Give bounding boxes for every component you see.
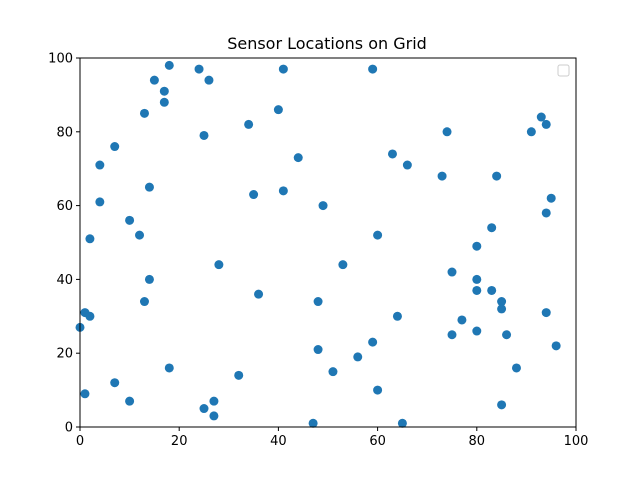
chart-title: Sensor Locations on Grid [227,34,427,53]
data-point [541,119,551,129]
data-point [199,130,209,140]
data-point [328,367,338,377]
data-point [293,153,303,163]
y-axis: 0 20 40 60 80 100 [48,52,80,436]
data-point [204,75,214,85]
data-point [209,411,219,421]
data-point [278,64,288,74]
data-point [437,171,447,181]
data-point [472,326,482,336]
data-point [402,160,412,170]
data-point [373,385,383,395]
data-point [368,337,378,347]
data-point [214,260,224,270]
data-point [149,75,159,85]
data-point [472,274,482,284]
data-point [244,119,254,129]
data-point [353,352,363,362]
data-point [110,378,120,388]
points-layer [75,60,561,428]
data-point [392,311,402,321]
data-point [110,142,120,152]
data-point [164,60,174,70]
data-point [209,396,219,406]
data-point [313,297,323,307]
data-point [159,97,169,107]
data-point [139,297,149,307]
data-point [308,418,318,428]
data-point [457,315,467,325]
data-point [373,230,383,240]
data-point [254,289,264,299]
x-tick-label: 100 [564,434,589,449]
data-point [536,112,546,122]
data-point [541,208,551,218]
data-point [159,86,169,96]
data-point [397,418,407,428]
data-point [541,308,551,318]
data-point [85,311,95,321]
data-point [273,105,283,115]
data-point [502,330,512,340]
data-point [135,230,145,240]
data-point [487,223,497,233]
x-tick-label: 0 [76,434,84,449]
data-point [144,182,154,192]
data-point [497,400,507,410]
plot-frame [79,57,577,428]
data-point [526,127,536,137]
data-point [139,108,149,118]
data-point [447,267,457,277]
data-point [313,345,323,355]
data-point [318,201,328,211]
data-point [387,149,397,159]
data-point [80,389,90,399]
data-point [194,64,204,74]
data-point [487,285,497,295]
x-tick-label: 40 [270,434,287,449]
x-tick-label: 20 [171,434,188,449]
data-point [144,274,154,284]
data-point [472,241,482,251]
data-point [234,370,244,380]
y-tick-label: 60 [56,199,73,214]
data-point [95,160,105,170]
data-point [472,285,482,295]
data-point [492,171,502,181]
data-point [199,404,209,414]
data-point [249,190,259,200]
data-point [164,363,174,373]
data-point [95,197,105,207]
y-tick-label: 40 [56,273,73,288]
data-point [511,363,521,373]
legend-box [557,64,570,77]
data-point [551,341,561,351]
data-point [442,127,452,137]
data-point [278,186,288,196]
x-tick-label: 60 [369,434,386,449]
data-point [497,297,507,307]
x-axis: 0 20 40 60 80 100 [76,427,589,449]
data-point [125,396,135,406]
x-tick-label: 80 [469,434,486,449]
data-point [338,260,348,270]
data-point [125,215,135,225]
y-tick-label: 100 [48,52,73,67]
y-tick-label: 20 [56,347,73,362]
data-point [546,193,556,203]
y-tick-label: 0 [65,421,73,436]
data-point [85,234,95,244]
data-point [368,64,378,74]
y-tick-label: 80 [56,125,73,140]
data-point [447,330,457,340]
data-point [497,304,507,314]
